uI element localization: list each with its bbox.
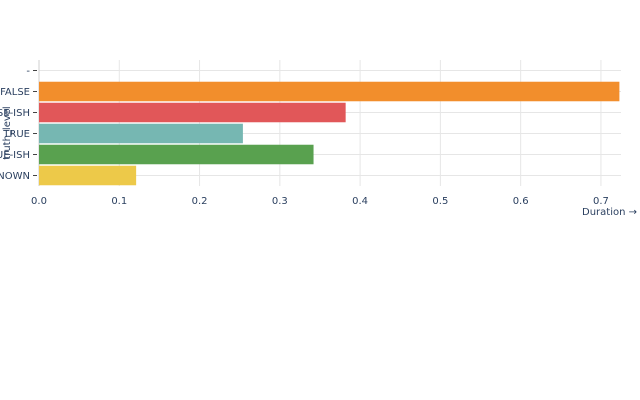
x-axis-ticks: 0.0 0.1 0.2 0.3 0.4 0.5 0.6 0.7 <box>31 196 609 207</box>
y-tick-label: UNKNOWN <box>0 171 30 182</box>
x-tick-label: 0.3 <box>272 196 288 207</box>
y-axis-ticks: - FALSE FALSE-ISH TRUE TRUE-ISH UNKNOWN <box>0 66 37 182</box>
bar-unknown <box>39 165 137 186</box>
bar-true <box>39 123 243 144</box>
x-tick-label: 0.5 <box>432 196 448 207</box>
bars <box>39 81 620 186</box>
y-tick-label: - <box>26 66 30 77</box>
bar-false <box>39 81 620 102</box>
y-tick-label: TRUE <box>2 129 30 140</box>
x-tick-label: 0.4 <box>352 196 368 207</box>
y-tick-label: TRUE-ISH <box>0 150 30 161</box>
bar-true-ish <box>39 144 314 165</box>
x-tick-label: 0.2 <box>192 196 208 207</box>
x-tick-label: 0.0 <box>31 196 47 207</box>
bar-false-ish <box>39 102 346 123</box>
x-axis-title: Duration → <box>582 207 637 218</box>
x-tick-label: 0.6 <box>513 196 529 207</box>
y-tick-label: FALSE-ISH <box>0 108 30 119</box>
x-tick-label: 0.1 <box>111 196 127 207</box>
y-axis-title: truth_level <box>2 106 13 159</box>
y-tick-label: FALSE <box>0 87 30 98</box>
x-tick-label: 0.7 <box>593 196 609 207</box>
